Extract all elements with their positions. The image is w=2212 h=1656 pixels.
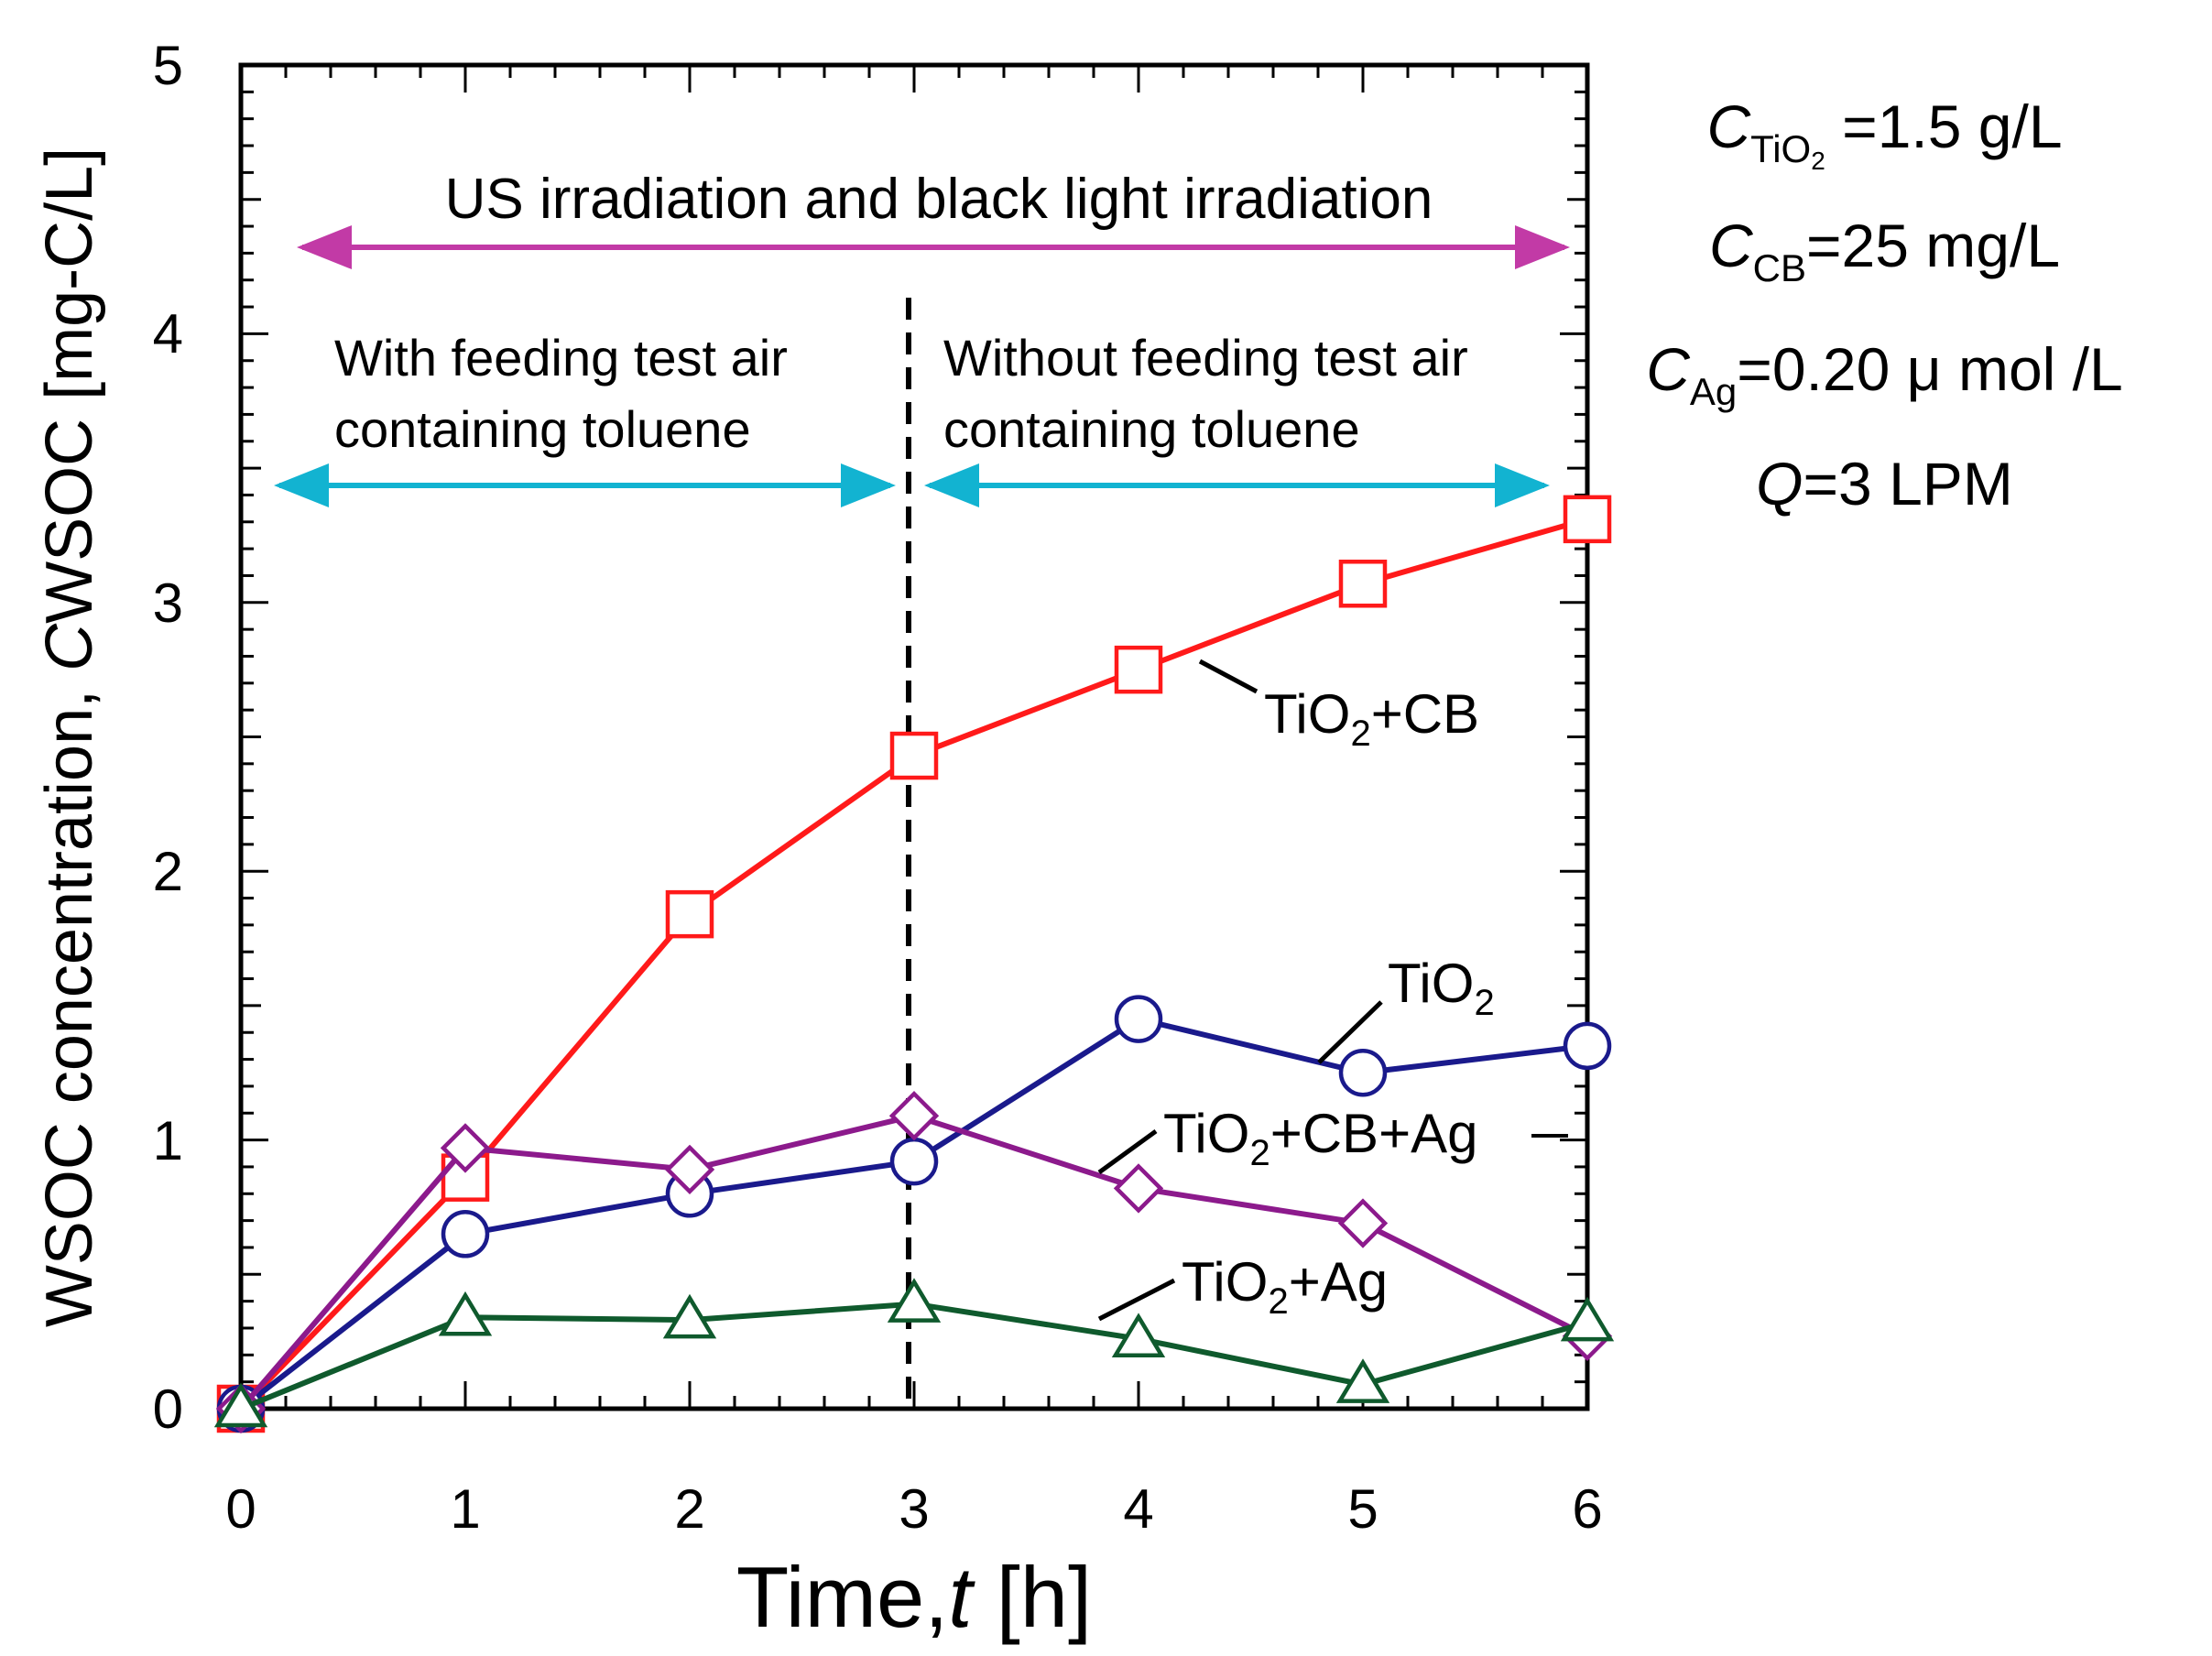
y-tick-labels: 0 1 2 3 4 5 (153, 35, 183, 1440)
data-point-tio2-ag (1560, 1296, 1615, 1342)
data-point-tio2-ag (438, 1291, 493, 1336)
series-leader-line (1198, 659, 1259, 694)
data-point-tio2-cb (1563, 495, 1612, 544)
series-layer (213, 495, 1615, 1434)
series-leader-line (1317, 1000, 1383, 1064)
condition-tio2: CTiO2 =1.5 g/L (1706, 93, 2063, 175)
data-point-tio2-cb-ag (440, 1123, 491, 1173)
x-tick-labels: 0 1 2 3 4 5 6 (225, 1478, 1602, 1540)
y-tick-label: 5 (153, 35, 183, 96)
x-tick-label: 6 (1572, 1478, 1602, 1540)
data-point-tio2-cb (1114, 645, 1163, 694)
y-tick-label: 1 (153, 1110, 183, 1171)
data-point-tio2-ag (213, 1382, 268, 1428)
without-feeding-label-line2: containing toluene (943, 400, 1360, 458)
data-point-tio2-ag (662, 1293, 717, 1339)
data-point-tio2 (441, 1210, 490, 1258)
x-tick-label: 3 (899, 1478, 929, 1540)
series-label-tio2-ag: TiO2+Ag (1182, 1251, 1388, 1322)
data-point-tio2-cb-ag (664, 1144, 715, 1195)
series-leader-line (1097, 1278, 1176, 1322)
data-point-tio2 (1563, 1021, 1612, 1071)
x-tick-label: 0 (225, 1478, 256, 1540)
x-tick-label: 4 (1123, 1478, 1153, 1540)
data-point-tio2-cb (889, 731, 939, 780)
series-label-tio2: TiO2 (1388, 953, 1495, 1023)
y-tick-label: 3 (153, 572, 183, 634)
data-point-tio2-cb (1338, 560, 1388, 608)
y-tick-label: 2 (153, 841, 183, 902)
x-tick-label: 2 (674, 1478, 704, 1540)
data-point-tio2-ag (887, 1278, 942, 1323)
data-point-tio2-cb (665, 889, 714, 939)
series-tio2-ag (213, 1278, 1615, 1428)
condition-cb: CCB=25 mg/L (1708, 212, 2061, 289)
x-axis-title: Time,t [h] (736, 1549, 1092, 1645)
x-tick-label: 1 (450, 1478, 480, 1540)
y-tick-label: 0 (153, 1378, 183, 1440)
data-point-tio2-ag (1335, 1358, 1390, 1403)
without-feeding-label-line1: Without feeding test air (943, 329, 1468, 387)
data-point-tio2 (1338, 1049, 1388, 1097)
axis-ticks (239, 63, 1589, 1411)
data-point-tio2 (889, 1137, 939, 1186)
condition-flow: Q=3 LPM (1756, 450, 2013, 518)
data-point-tio2-ag (1111, 1313, 1166, 1357)
y-tick-label: 4 (153, 303, 183, 365)
with-feeding-label-line2: containing toluene (334, 400, 751, 458)
data-point-tio2 (1114, 995, 1163, 1043)
series-label-tio2-cb: TiO2+CB (1264, 683, 1479, 754)
x-tick-label: 5 (1347, 1478, 1378, 1540)
us-irradiation-label: US irradiation and black light irradiati… (445, 168, 1433, 231)
series-label-tio2-cb-ag: TiO2+CB+Ag (1163, 1103, 1478, 1173)
condition-ag: CAg=0.20 μ mol /L (1646, 335, 2123, 413)
data-point-tio2-cb-ag (1113, 1163, 1164, 1214)
series-labels: TiO2+CB TiO2 TiO2+CB+Ag TiO2+Ag (1097, 659, 1568, 1322)
with-feeding-label-line1: With feeding test air (334, 329, 788, 387)
y-axis-title: WSOC concentration, CWSOC [mg-C/L] (33, 147, 106, 1327)
series-leader-line (1097, 1128, 1158, 1175)
data-point-tio2-cb-ag (888, 1091, 940, 1141)
data-point-tio2-cb-ag (1337, 1198, 1389, 1248)
